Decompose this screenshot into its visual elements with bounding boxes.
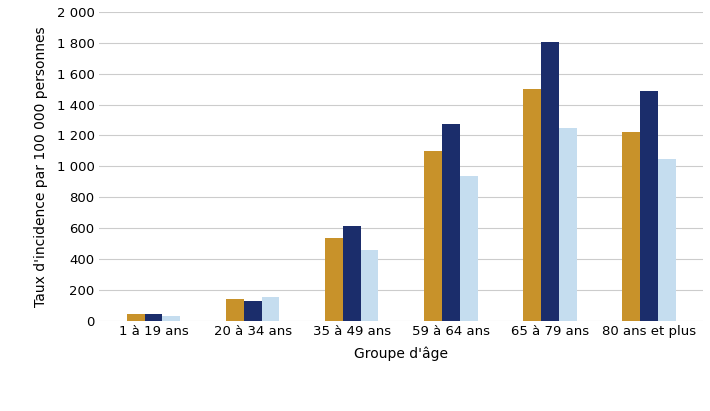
- Bar: [523, 89, 541, 321]
- Bar: [127, 314, 145, 321]
- X-axis label: Groupe d'âge: Groupe d'âge: [354, 347, 448, 361]
- Bar: [145, 314, 163, 321]
- Bar: [261, 297, 280, 321]
- Bar: [343, 226, 361, 321]
- Bar: [442, 124, 459, 321]
- Bar: [361, 250, 378, 321]
- Bar: [226, 299, 244, 321]
- Bar: [657, 159, 676, 321]
- Bar: [559, 128, 577, 321]
- Bar: [424, 151, 442, 321]
- Y-axis label: Taux d'incidence par 100 000 personnes: Taux d'incidence par 100 000 personnes: [34, 26, 48, 307]
- Bar: [325, 238, 343, 321]
- Bar: [163, 316, 180, 321]
- Bar: [244, 301, 261, 321]
- Bar: [459, 176, 478, 321]
- Bar: [622, 132, 640, 321]
- Bar: [640, 91, 657, 321]
- Bar: [541, 42, 559, 321]
